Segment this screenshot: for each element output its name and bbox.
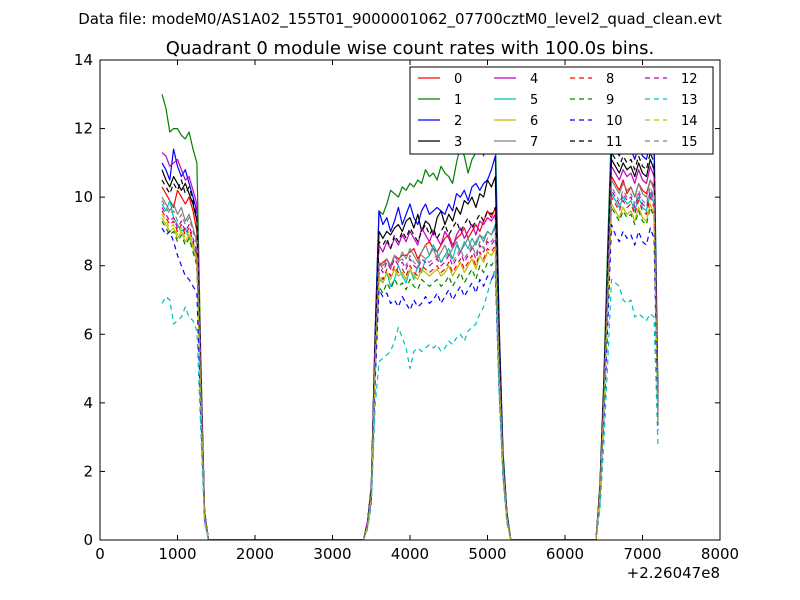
- x-tick-label: 8000: [701, 545, 739, 563]
- y-tick-label: 4: [83, 394, 93, 412]
- x-tick-label: 3000: [313, 545, 351, 563]
- x-tick-label: 4000: [391, 545, 429, 563]
- y-tick-label: 6: [83, 325, 93, 343]
- series-line-11: [161, 152, 659, 540]
- y-tick-label: 14: [74, 51, 93, 69]
- series-line-12: [161, 189, 659, 540]
- series-line-15: [161, 186, 659, 540]
- x-offset-label: +2.26047e8: [627, 564, 720, 582]
- legend-label-3: 3: [454, 135, 462, 150]
- chart-title: Quadrant 0 module wise count rates with …: [166, 38, 655, 59]
- series-line-14: [161, 203, 659, 540]
- legend-label-8: 8: [606, 72, 614, 87]
- series-line-10: [161, 224, 659, 540]
- x-tick-label: 5000: [468, 545, 506, 563]
- y-tick-label: 10: [74, 188, 93, 206]
- legend-label-7: 7: [530, 135, 538, 150]
- series-layer: [161, 94, 659, 540]
- x-tick-label: 0: [95, 545, 105, 563]
- legend-label-13: 13: [681, 93, 698, 108]
- legend-label-4: 4: [530, 72, 538, 87]
- x-tick-label: 1000: [158, 545, 196, 563]
- figure-suptitle: Data file: modeM0/AS1A02_155T01_90000010…: [78, 10, 722, 29]
- legend-label-12: 12: [681, 72, 698, 87]
- y-tick-label: 12: [74, 120, 93, 138]
- x-tick-label: 7000: [623, 545, 661, 563]
- legend-label-11: 11: [606, 135, 623, 150]
- legend-label-2: 2: [454, 114, 462, 129]
- legend-label-10: 10: [606, 114, 623, 129]
- legend-frame: [409, 66, 714, 155]
- legend-label-9: 9: [606, 93, 614, 108]
- x-tick-label: 6000: [546, 545, 584, 563]
- y-tick-label: 2: [83, 462, 93, 480]
- series-line-13: [161, 268, 659, 540]
- y-tick-label: 0: [83, 531, 93, 549]
- legend-label-5: 5: [530, 93, 538, 108]
- legend-label-0: 0: [454, 72, 462, 87]
- axis-ticks: 0 1000 2000 3000 4000 5000 6000 7000 80000246810…: [74, 51, 739, 563]
- legend-label-1: 1: [454, 93, 462, 108]
- y-tick-label: 8: [83, 257, 93, 275]
- legend-label-6: 6: [530, 114, 538, 129]
- x-tick-label: 2000: [236, 545, 274, 563]
- legend-label-14: 14: [681, 114, 698, 129]
- legend-label-15: 15: [681, 135, 698, 150]
